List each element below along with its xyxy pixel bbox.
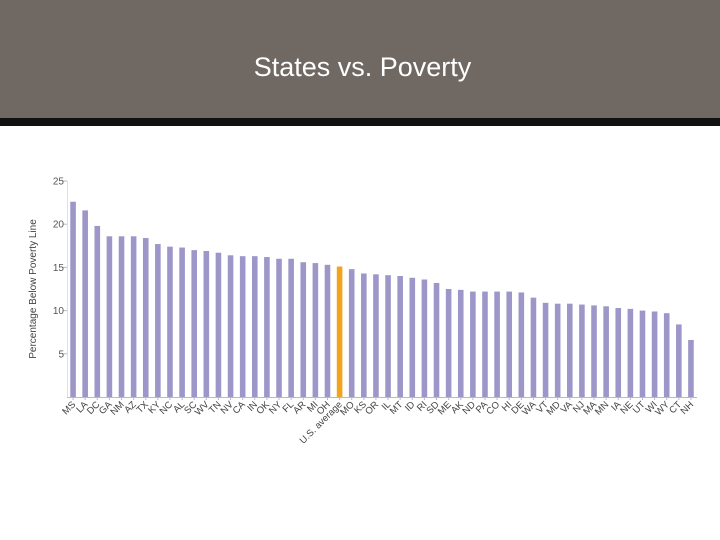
bar-la bbox=[82, 210, 88, 397]
x-tick-label: NH bbox=[679, 399, 697, 417]
bar-ne bbox=[627, 308, 634, 397]
bar-id bbox=[409, 277, 416, 397]
bar-tx bbox=[142, 238, 149, 397]
bar-wa bbox=[530, 297, 537, 397]
bar-wi bbox=[651, 311, 658, 397]
bar-fl bbox=[288, 258, 294, 397]
bar-az bbox=[130, 236, 137, 397]
x-tick-label: OR bbox=[363, 399, 381, 417]
bar-in bbox=[251, 256, 258, 397]
bar-wy bbox=[663, 313, 670, 397]
bar-nj bbox=[579, 304, 585, 397]
bar-us-average bbox=[336, 266, 343, 397]
bar-ok bbox=[264, 257, 270, 397]
bar-me bbox=[445, 289, 452, 397]
bar-de bbox=[518, 292, 525, 397]
y-tick-label: 5 bbox=[58, 349, 64, 360]
bar-sc bbox=[191, 250, 198, 397]
bar-al bbox=[179, 247, 185, 397]
bar-pa bbox=[482, 291, 488, 397]
bar-co bbox=[494, 291, 500, 397]
bar-tn bbox=[215, 252, 222, 397]
bar-ca bbox=[239, 256, 246, 397]
title-banner bbox=[0, 0, 720, 118]
bar-ks bbox=[361, 273, 367, 397]
bar-mo bbox=[348, 269, 355, 397]
bar-ri bbox=[421, 279, 428, 397]
bar-mt bbox=[397, 276, 403, 397]
bar-oh bbox=[324, 264, 331, 397]
y-tick-label: 25 bbox=[53, 177, 65, 188]
x-tick-label: MT bbox=[388, 399, 406, 417]
bar-ak bbox=[457, 289, 464, 397]
bar-md bbox=[554, 303, 561, 397]
bar-nd bbox=[470, 291, 476, 397]
bar-ar bbox=[300, 262, 307, 397]
bar-ma bbox=[591, 305, 597, 397]
bar-wv bbox=[203, 250, 210, 397]
bar-nc bbox=[167, 246, 173, 397]
bar-or bbox=[373, 274, 379, 397]
bar-va bbox=[566, 303, 573, 397]
bar-mn bbox=[603, 306, 609, 397]
bar-sd bbox=[433, 282, 440, 397]
title-divider bbox=[0, 118, 720, 126]
bar-dc bbox=[94, 225, 101, 397]
bar-ny bbox=[276, 258, 282, 397]
bar-hi bbox=[506, 291, 513, 397]
bar-ct bbox=[676, 324, 682, 397]
bar-vt bbox=[542, 302, 549, 397]
bar-ga bbox=[106, 236, 113, 397]
slide-title: States vs. Poverty bbox=[253, 52, 472, 82]
y-axis-title: Percentage Below Poverty Line bbox=[28, 219, 39, 359]
bar-nm bbox=[118, 236, 125, 397]
x-tick-label: MN bbox=[593, 399, 611, 417]
bar-ut bbox=[639, 310, 646, 397]
bar-il bbox=[385, 275, 391, 397]
bar-ky bbox=[155, 244, 161, 397]
y-tick-label: 10 bbox=[53, 306, 65, 317]
bar-ms bbox=[70, 201, 76, 397]
bar-ia bbox=[615, 308, 622, 397]
bar-nv bbox=[227, 255, 234, 397]
x-tick-label: CO bbox=[484, 399, 502, 417]
bar-nh bbox=[688, 339, 694, 397]
y-tick-label: 20 bbox=[53, 220, 65, 231]
y-tick-label: 15 bbox=[53, 263, 65, 274]
bar-mi bbox=[312, 263, 319, 397]
